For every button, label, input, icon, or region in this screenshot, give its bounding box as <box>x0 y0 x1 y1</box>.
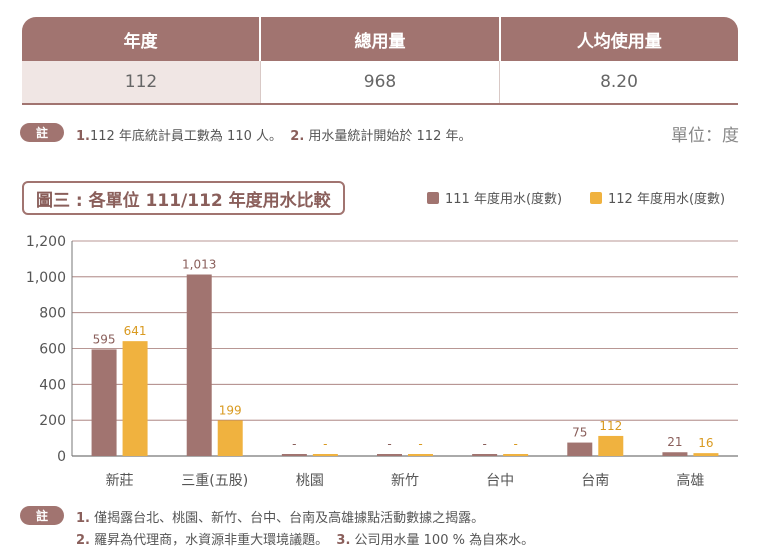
data-label: 21 <box>667 435 682 449</box>
unit-label: 單位：度 <box>671 126 739 146</box>
data-label: - <box>513 437 517 451</box>
data-label: 641 <box>124 324 147 338</box>
data-label: 75 <box>572 426 587 440</box>
legend-label-111: 111 年度用水(度數) <box>445 192 563 207</box>
x-tick-label: 桃園 <box>296 473 324 489</box>
note-number: 2. <box>76 533 90 548</box>
y-tick-label: 200 <box>39 413 66 429</box>
data-label: 1,013 <box>182 258 216 272</box>
note-number: 1. <box>76 129 90 144</box>
data-label: 112 <box>599 419 622 433</box>
cell-total-usage: 968 <box>260 61 499 103</box>
data-label: - <box>418 437 422 451</box>
note-text: 公司用水量 100 % 為自來水。 <box>354 533 535 548</box>
bar-series2 <box>693 453 719 456</box>
note-line: 1. 僅揭露台北、桃園、新竹、台中、台南及高雄據點活動數據之揭露。 <box>76 507 484 526</box>
note-text: 112 年底統計員工數為 110 人。 <box>89 129 283 144</box>
y-tick-label: 0 <box>57 449 66 465</box>
data-label: - <box>482 437 486 451</box>
cell-year: 112 <box>22 61 260 103</box>
y-tick-label: 1,200 <box>26 234 66 250</box>
x-tick-label: 新莊 <box>106 473 134 489</box>
bar-series1 <box>662 452 688 456</box>
bar-series1 <box>186 274 212 456</box>
note-line: 1.112 年底統計員工數為 110 人。 2. 用水量統計開始於 112 年。 <box>76 125 471 144</box>
x-tick-label: 三重(五股) <box>181 473 248 489</box>
legend-swatch-112 <box>590 191 602 204</box>
table-header: 年度 總用量 人均使用量 <box>22 17 738 61</box>
data-label: 595 <box>93 332 116 346</box>
y-tick-label: 1,000 <box>26 270 66 286</box>
data-label: - <box>292 437 296 451</box>
chart-title: 圖三 : 各單位 111/112 年度用水比較 <box>22 181 345 215</box>
bar-series1 <box>91 349 117 456</box>
bar-series2 <box>217 420 243 456</box>
note-text: 僅揭露台北、桃園、新竹、台中、台南及高雄據點活動數據之揭露。 <box>94 511 485 526</box>
bar-series1 <box>472 454 498 456</box>
note-badge: 註 <box>20 506 64 525</box>
note-line: 2. 羅昇為代理商，水資源非重大環境議題。 3. 公司用水量 100 % 為自來… <box>76 529 534 548</box>
data-label: - <box>387 437 391 451</box>
data-label: 199 <box>219 403 242 417</box>
x-tick-label: 新竹 <box>391 473 419 489</box>
data-label: 16 <box>698 436 713 450</box>
y-tick-label: 600 <box>39 342 66 358</box>
bar-series2 <box>312 454 338 456</box>
table-row: 112 968 8.20 <box>22 61 738 105</box>
bar-series2 <box>122 341 148 456</box>
data-label: - <box>323 437 327 451</box>
legend-item-111: 111 年度用水(度數) <box>427 188 562 207</box>
bar-series2 <box>408 454 433 456</box>
x-tick-label: 台南 <box>581 473 609 489</box>
y-tick-label: 400 <box>39 377 66 393</box>
y-tick-label: 800 <box>39 306 66 322</box>
note-badge: 註 <box>20 123 64 142</box>
note-text: 羅昇為代理商，水資源非重大環境議題。 <box>94 533 329 548</box>
legend-swatch-111 <box>427 191 439 204</box>
bar-series1 <box>377 454 402 456</box>
bar-series2 <box>503 454 529 456</box>
legend-label-112: 112 年度用水(度數) <box>608 192 726 207</box>
bar-series1 <box>567 442 593 456</box>
cell-per-capita: 8.20 <box>499 61 738 103</box>
note-number: 1. <box>76 511 90 526</box>
bar-series1 <box>281 454 307 456</box>
x-tick-label: 高雄 <box>676 472 704 489</box>
water-usage-table: 年度 總用量 人均使用量 112 968 8.20 <box>22 17 738 105</box>
header-total-usage: 總用量 <box>259 17 498 61</box>
bar-series2 <box>598 435 624 456</box>
note-number: 2. <box>290 129 305 144</box>
header-per-capita: 人均使用量 <box>498 17 738 61</box>
header-year: 年度 <box>123 31 158 52</box>
x-tick-label: 台中 <box>486 473 514 489</box>
legend-item-112: 112 年度用水(度數) <box>590 188 725 207</box>
note-number: 3. <box>336 533 351 548</box>
note-text: 用水量統計開始於 112 年。 <box>308 129 472 144</box>
